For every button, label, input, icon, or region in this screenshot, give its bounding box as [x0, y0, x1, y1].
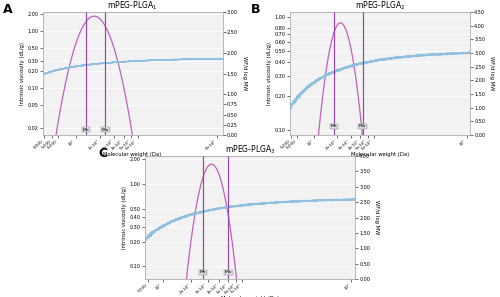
- Text: Mn: Mn: [83, 128, 89, 132]
- X-axis label: Molecular weight (Da): Molecular weight (Da): [221, 296, 279, 297]
- Title: mPEG-PLGA$_{1}$: mPEG-PLGA$_{1}$: [108, 0, 158, 12]
- X-axis label: Molecular weight (Da): Molecular weight (Da): [351, 152, 409, 157]
- Title: mPEG-PLGA$_{3}$: mPEG-PLGA$_{3}$: [224, 143, 276, 156]
- Text: Mw: Mw: [359, 124, 366, 128]
- Text: A: A: [3, 3, 13, 16]
- Text: Mn: Mn: [330, 124, 337, 128]
- Text: Mn: Mn: [200, 270, 206, 274]
- Title: mPEG-PLGA$_{2}$: mPEG-PLGA$_{2}$: [355, 0, 405, 12]
- Y-axis label: WF/d log MW: WF/d log MW: [374, 200, 379, 235]
- Text: B: B: [250, 3, 260, 16]
- Y-axis label: Intrinsic viscosity (dL/g): Intrinsic viscosity (dL/g): [122, 186, 127, 249]
- Y-axis label: Intrinsic viscosity (dL/g): Intrinsic viscosity (dL/g): [267, 42, 272, 105]
- Y-axis label: WF/d log MW: WF/d log MW: [489, 56, 494, 91]
- Text: Mw: Mw: [225, 270, 232, 274]
- Text: C: C: [99, 147, 108, 160]
- Y-axis label: Intrinsic viscosity (dL/g): Intrinsic viscosity (dL/g): [20, 42, 24, 105]
- Text: Mw: Mw: [102, 128, 109, 132]
- Y-axis label: WF/d log MW: WF/d log MW: [242, 56, 246, 91]
- X-axis label: Molecular weight (Da): Molecular weight (Da): [104, 152, 162, 157]
